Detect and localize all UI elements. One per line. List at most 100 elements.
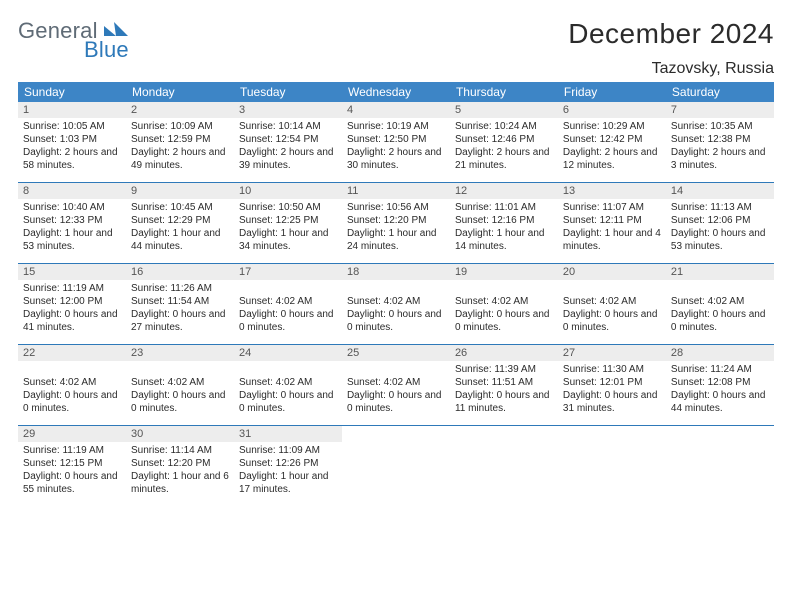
sunset-text: Sunset: 4:02 AM [455,295,553,308]
calendar-day-cell: 12Sunrise: 11:01 AMSunset: 12:16 PMDayli… [450,183,558,264]
sunset-text: Sunset: 12:06 PM [671,214,769,227]
weekday-header: Sunday [18,82,126,102]
calendar-day-cell: 11Sunrise: 10:56 AMSunset: 12:20 PMDayli… [342,183,450,264]
weekday-header: Wednesday [342,82,450,102]
day-body: Sunset: 4:02 AMDaylight: 0 hours and 0 m… [342,280,450,344]
sunset-text: Sunset: 12:54 PM [239,133,337,146]
sunrise-text: Sunrise: 11:09 AM [239,444,337,457]
daylight-text: Daylight: 2 hours and 30 minutes. [347,146,445,172]
daylight-text: Daylight: 1 hour and 4 minutes. [563,227,661,253]
calendar-week-row: 15Sunrise: 11:19 AMSunset: 12:00 PMDayli… [18,264,774,345]
day-number: 20 [558,264,666,280]
daylight-text: Daylight: 0 hours and 0 minutes. [455,308,553,334]
day-body: Sunrise: 10:09 AMSunset: 12:59 PMDayligh… [126,118,234,182]
day-body: Sunset: 4:02 AMDaylight: 0 hours and 0 m… [234,280,342,344]
sunrise-empty [347,363,445,376]
daylight-text: Daylight: 0 hours and 27 minutes. [131,308,229,334]
day-body: Sunrise: 11:07 AMSunset: 12:11 PMDayligh… [558,199,666,263]
daylight-text: Daylight: 0 hours and 41 minutes. [23,308,121,334]
sunrise-empty [239,363,337,376]
day-number: 29 [18,426,126,442]
sunrise-text: Sunrise: 11:13 AM [671,201,769,214]
day-number: 28 [666,345,774,361]
daylight-text: Daylight: 2 hours and 39 minutes. [239,146,337,172]
day-body: Sunrise: 10:56 AMSunset: 12:20 PMDayligh… [342,199,450,263]
sunset-text: Sunset: 12:26 PM [239,457,337,470]
day-body: Sunrise: 10:24 AMSunset: 12:46 PMDayligh… [450,118,558,182]
day-body: Sunrise: 10:19 AMSunset: 12:50 PMDayligh… [342,118,450,182]
calendar-day-cell: 9Sunrise: 10:45 AMSunset: 12:29 PMDaylig… [126,183,234,264]
calendar-week-row: 1Sunrise: 10:05 AMSunset: 1:03 PMDayligh… [18,102,774,183]
sunrise-text: Sunrise: 10:09 AM [131,120,229,133]
sunset-text: Sunset: 12:50 PM [347,133,445,146]
sunset-text: Sunset: 12:46 PM [455,133,553,146]
calendar-day-cell [342,426,450,507]
calendar-day-cell: 10Sunrise: 10:50 AMSunset: 12:25 PMDayli… [234,183,342,264]
daylight-text: Daylight: 0 hours and 11 minutes. [455,389,553,415]
daylight-text: Daylight: 0 hours and 0 minutes. [239,308,337,334]
day-number: 4 [342,102,450,118]
sunrise-text: Sunrise: 10:56 AM [347,201,445,214]
daylight-text: Daylight: 2 hours and 58 minutes. [23,146,121,172]
sunrise-text: Sunrise: 10:50 AM [239,201,337,214]
daylight-text: Daylight: 0 hours and 0 minutes. [131,389,229,415]
calendar-day-cell: 3Sunrise: 10:14 AMSunset: 12:54 PMDaylig… [234,102,342,183]
sunrise-text: Sunrise: 11:19 AM [23,282,121,295]
page-title: December 2024 [568,18,774,50]
day-body: Sunrise: 11:39 AMSunset: 11:51 AMDayligh… [450,361,558,425]
sunrise-text: Sunrise: 11:01 AM [455,201,553,214]
day-body: Sunrise: 11:30 AMSunset: 12:01 PMDayligh… [558,361,666,425]
location-label: Tazovsky, Russia [568,60,774,78]
day-body: Sunrise: 10:40 AMSunset: 12:33 PMDayligh… [18,199,126,263]
sunrise-empty [23,363,121,376]
daylight-text: Daylight: 2 hours and 12 minutes. [563,146,661,172]
daylight-text: Daylight: 0 hours and 0 minutes. [347,308,445,334]
sunrise-empty [455,282,553,295]
sunset-text: Sunset: 12:01 PM [563,376,661,389]
logo-text-blue: Blue [84,39,129,61]
daylight-text: Daylight: 1 hour and 17 minutes. [239,470,337,496]
calendar-day-cell: 8Sunrise: 10:40 AMSunset: 12:33 PMDaylig… [18,183,126,264]
sunset-text: Sunset: 12:59 PM [131,133,229,146]
calendar-day-cell: 28Sunrise: 11:24 AMSunset: 12:08 PMDayli… [666,345,774,426]
calendar-day-cell: 30Sunrise: 11:14 AMSunset: 12:20 PMDayli… [126,426,234,507]
calendar-header-row: SundayMondayTuesdayWednesdayThursdayFrid… [18,82,774,102]
calendar-day-cell: 7Sunrise: 10:35 AMSunset: 12:38 PMDaylig… [666,102,774,183]
calendar-day-cell: 16Sunrise: 11:26 AMSunset: 11:54 AMDayli… [126,264,234,345]
sunrise-text: Sunrise: 10:14 AM [239,120,337,133]
calendar-day-cell: 5Sunrise: 10:24 AMSunset: 12:46 PMDaylig… [450,102,558,183]
title-block: December 2024 Tazovsky, Russia [568,18,774,78]
sunrise-text: Sunrise: 11:26 AM [131,282,229,295]
sunrise-text: Sunrise: 11:07 AM [563,201,661,214]
day-body: Sunset: 4:02 AMDaylight: 0 hours and 0 m… [126,361,234,425]
day-number: 26 [450,345,558,361]
sunset-text: Sunset: 4:02 AM [347,295,445,308]
day-number: 9 [126,183,234,199]
daylight-text: Daylight: 2 hours and 3 minutes. [671,146,769,172]
sunrise-empty [563,282,661,295]
sunset-text: Sunset: 12:20 PM [347,214,445,227]
calendar-day-cell [558,426,666,507]
sunrise-text: Sunrise: 10:40 AM [23,201,121,214]
day-body: Sunset: 4:02 AMDaylight: 0 hours and 0 m… [18,361,126,425]
calendar-week-row: 22 Sunset: 4:02 AMDaylight: 0 hours and … [18,345,774,426]
day-number: 12 [450,183,558,199]
weekday-header: Tuesday [234,82,342,102]
daylight-text: Daylight: 0 hours and 55 minutes. [23,470,121,496]
day-body: Sunrise: 11:19 AMSunset: 12:15 PMDayligh… [18,442,126,506]
day-body: Sunrise: 11:01 AMSunset: 12:16 PMDayligh… [450,199,558,263]
daylight-text: Daylight: 1 hour and 14 minutes. [455,227,553,253]
day-number: 16 [126,264,234,280]
sunrise-text: Sunrise: 10:35 AM [671,120,769,133]
sunset-text: Sunset: 12:08 PM [671,376,769,389]
daylight-text: Daylight: 0 hours and 0 minutes. [563,308,661,334]
day-body: Sunrise: 10:05 AMSunset: 1:03 PMDaylight… [18,118,126,182]
calendar-day-cell: 18 Sunset: 4:02 AMDaylight: 0 hours and … [342,264,450,345]
calendar-day-cell: 27Sunrise: 11:30 AMSunset: 12:01 PMDayli… [558,345,666,426]
calendar-day-cell: 14Sunrise: 11:13 AMSunset: 12:06 PMDayli… [666,183,774,264]
day-body: Sunrise: 10:29 AMSunset: 12:42 PMDayligh… [558,118,666,182]
calendar-day-cell: 4Sunrise: 10:19 AMSunset: 12:50 PMDaylig… [342,102,450,183]
sunset-text: Sunset: 12:20 PM [131,457,229,470]
page-header: General Blue December 2024 Tazovsky, Rus… [18,20,774,78]
day-number: 27 [558,345,666,361]
